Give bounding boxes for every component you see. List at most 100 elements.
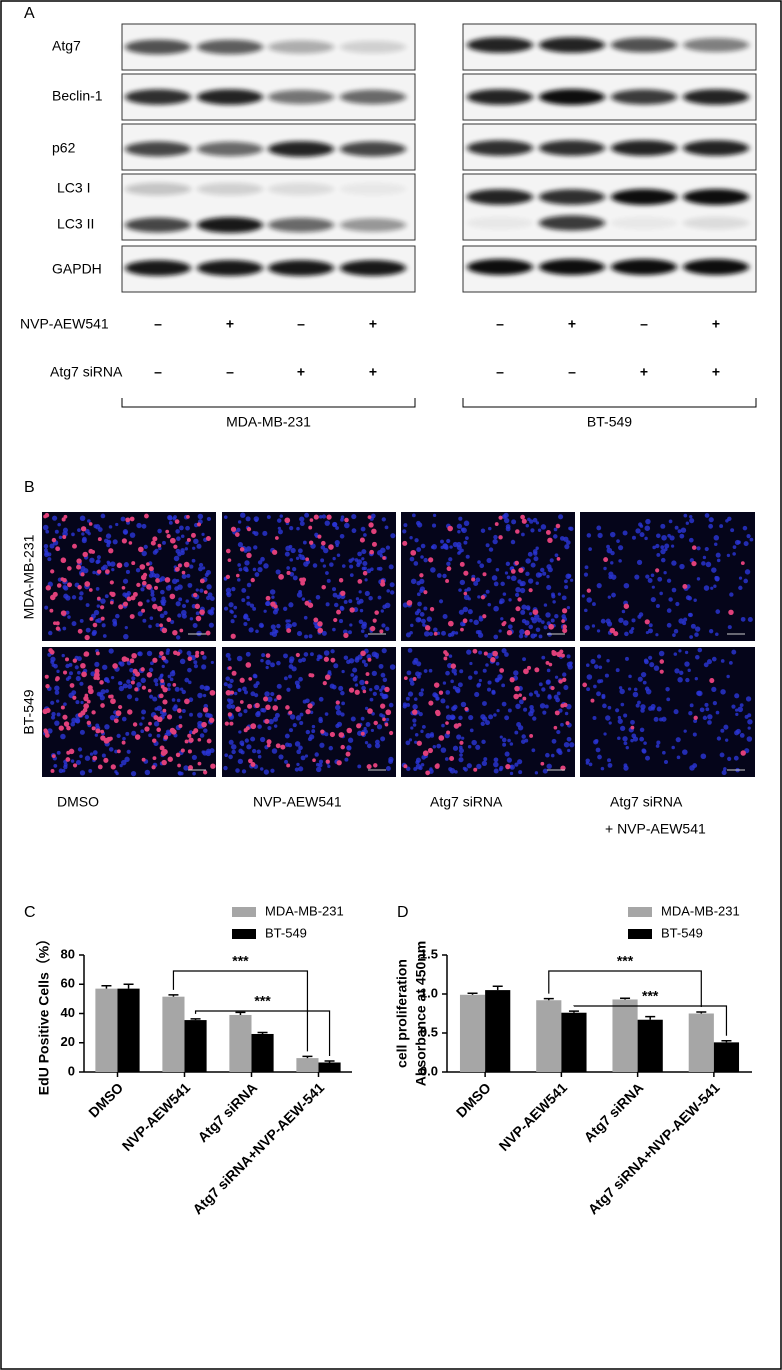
nucleus <box>641 749 647 754</box>
nucleus <box>250 736 256 742</box>
nucleus <box>67 675 72 680</box>
nucleus <box>74 665 79 670</box>
edu-nucleus <box>305 709 311 715</box>
nucleus <box>331 684 337 690</box>
nucleus <box>525 571 530 577</box>
edu-nucleus <box>45 683 50 689</box>
nucleus <box>385 766 391 771</box>
bar <box>229 1014 252 1072</box>
nucleus <box>84 714 90 720</box>
nucleus <box>432 692 438 698</box>
nucleus <box>185 541 189 545</box>
nucleus <box>569 742 575 748</box>
nucleus <box>315 766 322 773</box>
edu-nucleus <box>151 765 156 770</box>
nucleus <box>118 685 125 692</box>
nucleus <box>685 677 690 683</box>
nucleus <box>499 735 503 739</box>
nucleus <box>728 660 733 665</box>
image-background <box>222 512 396 641</box>
edu-nucleus <box>53 621 57 625</box>
edu-nucleus <box>371 541 377 547</box>
nucleus <box>510 575 517 582</box>
nucleus <box>156 705 162 712</box>
nucleus <box>75 700 80 705</box>
nucleus <box>104 594 109 599</box>
legend-swatch <box>232 907 256 917</box>
nucleus <box>656 552 661 557</box>
nucleus <box>131 730 137 736</box>
nucleus <box>126 749 131 754</box>
edu-nucleus <box>130 595 136 601</box>
nucleus <box>615 708 620 713</box>
nucleus <box>481 739 486 745</box>
nucleus <box>442 681 447 685</box>
edu-nucleus <box>60 610 67 616</box>
edu-nucleus <box>227 558 232 563</box>
nucleus <box>195 588 199 592</box>
nucleus <box>335 526 339 530</box>
treatment-sign: + <box>297 364 305 380</box>
nucleus <box>624 631 629 637</box>
nucleus <box>106 679 110 684</box>
nucleus <box>246 582 252 588</box>
nucleus <box>482 668 487 673</box>
edu-nucleus <box>317 627 324 634</box>
nucleus <box>403 523 408 528</box>
nucleus <box>662 750 666 755</box>
nucleus <box>368 595 373 601</box>
edu-nucleus <box>513 693 520 700</box>
nucleus <box>416 547 422 552</box>
edu-nucleus <box>245 662 252 668</box>
nucleus <box>366 654 372 660</box>
edu-nucleus <box>196 522 202 527</box>
edu-nucleus <box>514 685 520 692</box>
nucleus <box>679 563 685 570</box>
nucleus <box>406 766 411 771</box>
edu-nucleus <box>166 617 172 623</box>
nucleus <box>197 712 203 718</box>
edu-nucleus <box>295 652 300 658</box>
nucleus <box>170 620 175 625</box>
edu-nucleus <box>132 591 138 597</box>
edu-nucleus <box>359 537 365 543</box>
nucleus <box>360 716 365 721</box>
nucleus <box>291 666 297 672</box>
nucleus <box>81 532 85 536</box>
nucleus <box>140 677 146 684</box>
nucleus <box>657 576 663 582</box>
panel-label: C <box>24 904 36 921</box>
nucleus <box>406 703 411 707</box>
nucleus <box>487 680 492 685</box>
nucleus <box>44 605 49 610</box>
nucleus <box>79 591 84 596</box>
edu-nucleus <box>521 518 527 524</box>
nucleus <box>586 687 591 692</box>
nucleus <box>357 730 363 736</box>
edu-nucleus <box>472 648 478 654</box>
nucleus <box>237 541 244 548</box>
nucleus <box>298 676 303 682</box>
nucleus <box>505 526 511 532</box>
nucleus <box>176 698 181 703</box>
nucleus <box>593 684 597 689</box>
edu-nucleus <box>115 710 122 717</box>
nucleus <box>77 747 83 752</box>
edu-nucleus <box>428 557 434 563</box>
blot-band <box>539 140 605 156</box>
nucleus <box>552 600 556 604</box>
edu-nucleus <box>197 737 202 742</box>
nucleus <box>177 613 182 618</box>
edu-nucleus <box>443 656 448 661</box>
legend-label: BT-549 <box>661 925 703 940</box>
edu-nucleus <box>166 714 173 720</box>
nucleus <box>294 680 300 686</box>
nucleus <box>678 649 682 653</box>
edu-nucleus <box>343 632 349 639</box>
nucleus <box>488 547 494 552</box>
nucleus <box>666 622 672 628</box>
edu-nucleus <box>323 656 330 662</box>
nucleus <box>122 592 127 597</box>
nucleus <box>584 624 590 631</box>
nucleus <box>420 618 426 624</box>
